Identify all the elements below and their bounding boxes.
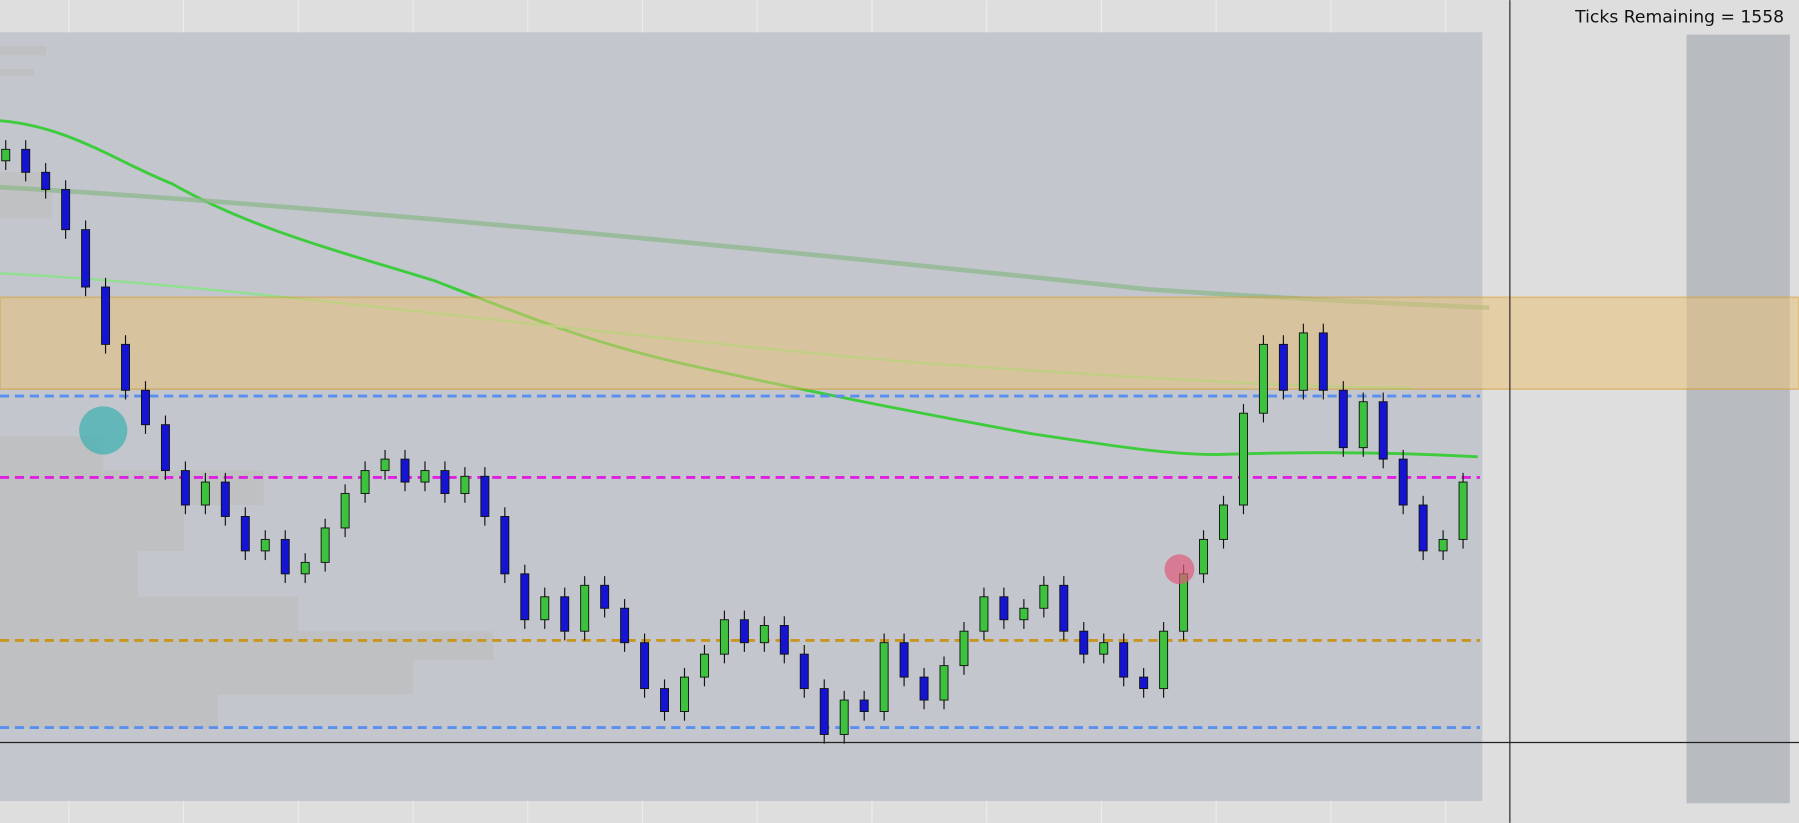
candle-body (699, 653, 709, 678)
candle-body (280, 538, 290, 575)
candle-body (260, 538, 270, 552)
marks (0, 140, 1799, 744)
candle-body (1159, 630, 1169, 690)
candle-body (959, 630, 969, 667)
candle-body (1358, 401, 1368, 449)
candle-body (560, 596, 570, 632)
candle-body (500, 516, 510, 575)
candle-body (61, 189, 71, 231)
candle-body (380, 458, 390, 472)
candle-body (1, 148, 11, 162)
candle-body (1278, 343, 1288, 391)
candle-body (879, 642, 889, 712)
candle-body (1418, 504, 1428, 552)
candle-body (1338, 389, 1348, 449)
candle-body (1298, 332, 1308, 391)
candle-body (1139, 676, 1149, 690)
candle-body (160, 424, 170, 472)
ticks-remaining: Ticks Remaining = 1558 (1574, 7, 1784, 27)
candle-body (1119, 642, 1129, 678)
candle-body (101, 286, 111, 345)
candle-body (1199, 538, 1209, 575)
candle-body (1258, 343, 1268, 414)
candle-body (1039, 584, 1049, 609)
candle-body (979, 596, 989, 632)
candle-body (939, 665, 949, 701)
candle-body (1059, 584, 1069, 632)
candle-body (520, 573, 530, 621)
candle-body (919, 676, 929, 701)
candle-body (620, 607, 630, 644)
candle-body (1079, 630, 1089, 655)
signal-marker (1164, 554, 1195, 585)
candle-body (819, 688, 829, 735)
candle-body (859, 699, 869, 712)
candle-body (1019, 607, 1029, 621)
candle-body (660, 688, 670, 712)
candle-body (81, 229, 91, 288)
candle-body (21, 148, 31, 173)
candle-body (1238, 412, 1248, 506)
candle-body (1378, 401, 1388, 460)
candle-body (41, 171, 51, 190)
candle-body (400, 458, 410, 483)
candle-body (440, 470, 450, 494)
candle-body (1099, 642, 1109, 655)
candle-body (680, 676, 689, 712)
candle-body (600, 584, 610, 609)
candle-body (300, 561, 310, 575)
candle-body (420, 470, 430, 483)
candle-body (719, 619, 729, 655)
candle-body (759, 625, 769, 644)
signal-marker (79, 406, 128, 455)
candle-body (739, 619, 749, 644)
candle-body (340, 493, 350, 529)
candle-body (180, 470, 190, 506)
price-zone (0, 296, 1799, 390)
candle-body (121, 343, 130, 391)
candle-body (640, 642, 650, 690)
candle-body (320, 527, 330, 563)
right-profile (1686, 34, 1790, 804)
candle-body (460, 475, 470, 494)
candle-body (240, 516, 250, 552)
candle-body (1318, 332, 1328, 391)
candle-body (1398, 458, 1408, 506)
candle-body (1219, 504, 1228, 540)
candle-body (220, 481, 230, 517)
candle-body (779, 625, 789, 655)
candle-body (1458, 481, 1468, 540)
candle-body (799, 653, 809, 690)
candle-body (580, 584, 590, 632)
candle-body (200, 481, 210, 506)
candle-body (480, 475, 490, 517)
volume-profile (0, 46, 494, 729)
candle-body (999, 596, 1009, 621)
candle-body (360, 470, 370, 494)
candle-body (1438, 538, 1448, 552)
candle-body (899, 642, 909, 678)
candle-body (839, 699, 849, 735)
candle-body (141, 389, 150, 426)
candle-body (540, 596, 550, 621)
